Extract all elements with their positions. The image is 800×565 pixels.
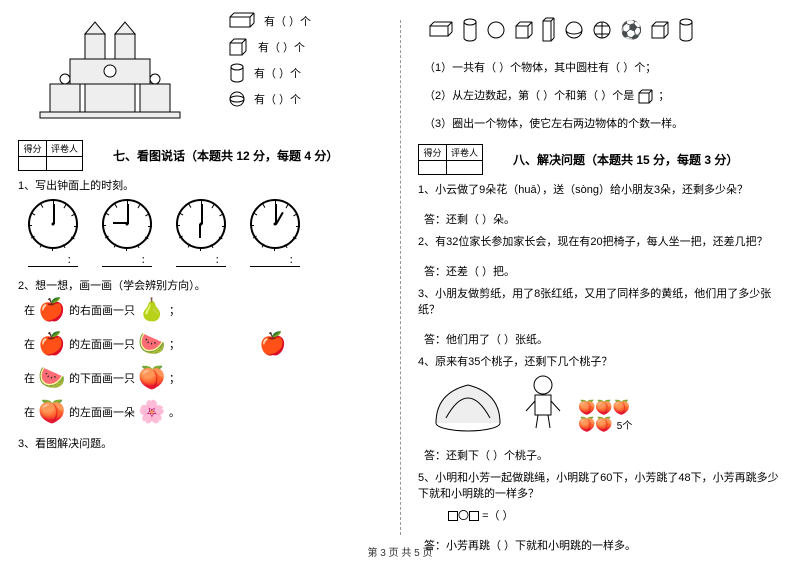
a8-1: 答：还剩（ ）朵。	[424, 211, 782, 227]
clock-4	[250, 199, 300, 249]
peach-icon: 🍑	[139, 365, 165, 391]
score-section-7: 得分评卷人 七、看图说话（本题共 12 分，每题 4 分）	[18, 140, 382, 171]
q8-5: 5、小明和小芳一起做跳绳，小明跳了60下，小芳跳了48下，小芳再跳多少下就和小明…	[418, 469, 782, 501]
top-q1: （1）一共有（ ）个物体，其中圆柱有（ ）个；	[424, 58, 782, 78]
eq8-5: 〇 =（ ）	[448, 507, 782, 523]
sphere-icon	[486, 20, 506, 40]
section-7-title: 七、看图说话（本题共 12 分，每题 4 分）	[113, 141, 338, 171]
left-page: 有（ ）个 有（ ）个 有（ ）个 有（ ）个 得分评卷人 七、看图说话（本题共…	[0, 0, 400, 565]
child-icon	[518, 373, 568, 433]
blank-3: ：	[176, 255, 226, 267]
fruit-row-2: 在 🍎 的左面画一只 🍉 ； 🍎	[24, 327, 382, 361]
fruit-row-1: 在 🍎 的右面画一只 🍐 ；	[24, 293, 382, 327]
blank-1: ：	[28, 255, 78, 267]
soccer-icon: ⚽	[620, 20, 642, 41]
q8-4: 4、原来有35个桃子，还剩下几个桃子？	[418, 353, 782, 369]
section-8-title: 八、解决问题（本题共 15 分，每题 3 分）	[513, 145, 738, 175]
row-sphere: 有（ ）个	[228, 88, 382, 110]
a8-4: 答：还剩下（ ）个桃子。	[424, 447, 782, 463]
clock-blanks: ： ： ： ：	[28, 255, 382, 267]
clock-1	[28, 199, 78, 249]
cylinder-icon-2	[678, 18, 694, 42]
score-h1: 得分	[19, 141, 47, 157]
peach-figure: 🍑🍑🍑 🍑🍑 5个	[428, 373, 782, 433]
apple-icon-right: 🍎	[260, 331, 286, 357]
cuboid-icon	[428, 21, 454, 39]
page-footer: 第 3 页 共 5 页	[0, 544, 800, 559]
score-table-7: 得分评卷人	[18, 140, 83, 171]
fruit-row-4: 在 🍑 的左面画一朵 🌸 。	[24, 395, 382, 429]
a8-3: 答：他们用了（ ）张纸。	[424, 331, 782, 347]
q8-3: 3、小朋友做剪纸，用了8张红纸，又用了同样多的黄纸，他们用了多少张纸？	[418, 285, 782, 317]
melon-icon: 🍉	[139, 331, 165, 357]
a8-2: 答：还差（ ）把。	[424, 263, 782, 279]
blank-4: ：	[250, 255, 300, 267]
shape-count-list: 有（ ）个 有（ ）个 有（ ）个 有（ ）个	[228, 10, 382, 110]
melon-icon: 🍉	[39, 365, 65, 391]
cube-icon	[514, 19, 534, 41]
pear-icon: 🍐	[139, 297, 165, 323]
top-q3: （3）圈出一个物体，使它左右两边物体的个数一样。	[424, 114, 782, 134]
cuboid-label: 有（ ）个	[264, 13, 311, 29]
score-table-8: 得分评卷人	[418, 144, 483, 175]
apple-icon: 🍎	[39, 297, 65, 323]
apple-icon: 🍎	[39, 331, 65, 357]
ball-icon	[592, 20, 612, 40]
q7-1: 1、写出钟面上的时刻。	[18, 177, 382, 193]
q8-1: 1、小云做了9朵花（huā），送（sòng）给小朋友3朵，还剩多少朵？	[418, 181, 782, 197]
q7-2: 2、想一想，画一画（学会辨别方向）。	[18, 277, 382, 293]
clock-3	[176, 199, 226, 249]
score-h2: 评卷人	[47, 141, 83, 157]
cube-label: 有（ ）个	[258, 39, 305, 55]
q8-2: 2、有32位家长参加家长会，现在有20把椅子，每人坐一把，还差几把？	[418, 233, 782, 249]
castle-figure	[30, 14, 200, 127]
q7-3: 3、看图解决问题。	[18, 435, 382, 451]
score-section-8: 得分评卷人 八、解决问题（本题共 15 分，每题 3 分）	[418, 144, 782, 175]
blank-2: ：	[102, 255, 152, 267]
cylinder-label: 有（ ）个	[254, 65, 301, 81]
cube-icon-2	[650, 19, 670, 41]
shapes-row: ⚽	[428, 10, 782, 50]
flower-icon: 🌸	[139, 399, 165, 425]
clock-2	[102, 199, 152, 249]
row-cuboid: 有（ ）个	[228, 10, 382, 32]
sphere-label: 有（ ）个	[254, 91, 301, 107]
row-cylinder: 有（ ）个	[228, 62, 382, 84]
cube-inline-icon	[637, 88, 655, 104]
peach-icon: 🍑	[39, 399, 65, 425]
row-cube: 有（ ）个	[228, 36, 382, 58]
right-page: ⚽ （1）一共有（ ）个物体，其中圆柱有（ ）个； （2）从左边数起，第（ ）个…	[400, 0, 800, 565]
eaten-peaches: 🍑🍑🍑 🍑🍑 5个	[578, 399, 632, 433]
clocks-row	[28, 199, 382, 249]
sphere-icon-2	[564, 20, 584, 40]
tall-cuboid-icon	[542, 16, 556, 44]
top-q2: （2）从左边数起，第（ ）个和第（ ）个是 ；	[424, 86, 782, 106]
fruit-row-3: 在 🍉 的下面画一只 🍑 ；	[24, 361, 382, 395]
cylinder-icon	[462, 18, 478, 42]
